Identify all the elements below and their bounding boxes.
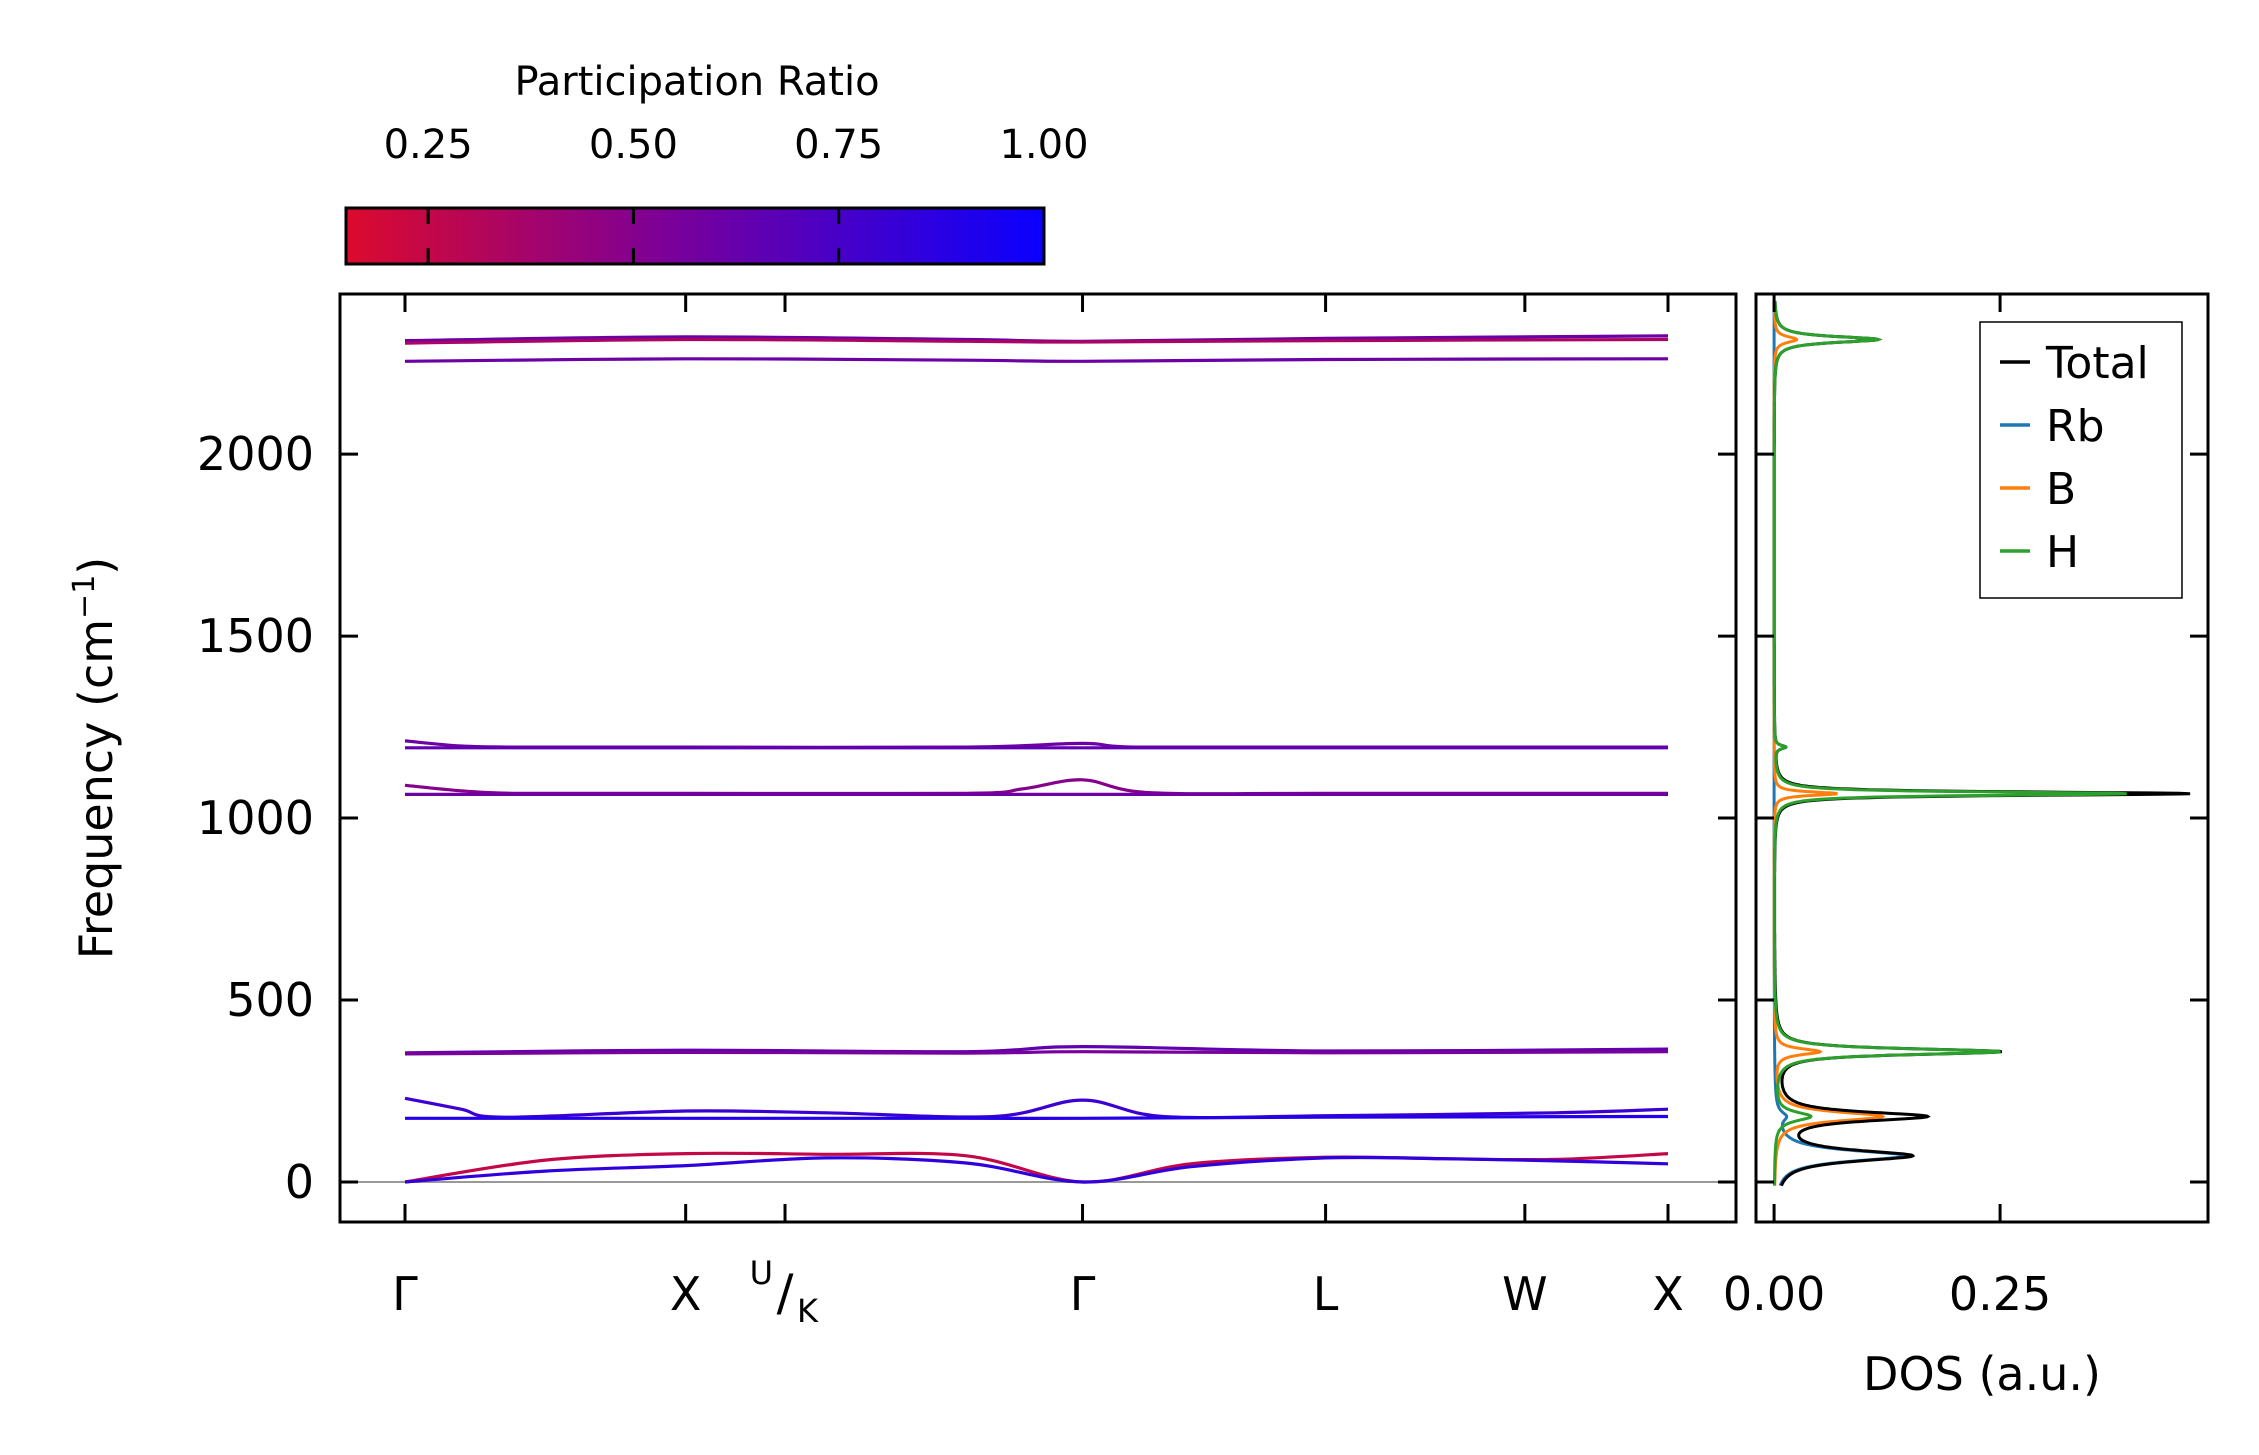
dos-legend: Total Rb BH xyxy=(1979,321,2183,599)
k-label-u: U xyxy=(750,1254,773,1292)
band-branch-3 xyxy=(404,1096,1669,1120)
legend-label-h: H xyxy=(2046,527,2079,578)
dos-curve-rb xyxy=(1772,301,1908,1187)
band-axes-frame xyxy=(338,292,1738,1224)
legend-label-total: Total xyxy=(2045,338,2149,389)
colorbar: Participation Ratio 0.25 0.50 0.75 1.00 xyxy=(344,59,1089,266)
band-branches xyxy=(404,334,1669,1184)
band-y-tick-label: 1000 xyxy=(197,791,314,845)
colorbar-tick-label: 0.50 xyxy=(589,122,678,168)
band-branch-5 xyxy=(404,1044,1669,1055)
dos-panel: 0.00 0.25 DOS (a.u.) Total Rb BH xyxy=(1723,292,2210,1401)
dos-x-axis-label: DOS (a.u.) xyxy=(1863,1347,2101,1401)
band-y-tick-label: 1500 xyxy=(197,609,314,663)
band-k-label: X xyxy=(670,1267,702,1321)
colorbar-ticks: 0.25 0.50 0.75 1.00 xyxy=(384,122,1089,264)
band-k-label: W xyxy=(1502,1267,1547,1321)
band-y-axis-label: Frequency (cm−1) xyxy=(67,557,123,960)
dos-axes-frame xyxy=(1754,292,2210,1224)
k-label-slash: / xyxy=(777,1264,794,1322)
band-branch-2 xyxy=(404,1155,1669,1184)
band-branch-7 xyxy=(404,778,1669,796)
colorbar-tick-label: 0.25 xyxy=(384,122,473,168)
band-k-label: L xyxy=(1313,1267,1339,1321)
dos-y-ticks xyxy=(1756,452,2208,1184)
band-branch-4 xyxy=(405,1114,1669,1120)
dos-curves xyxy=(1772,300,2191,1187)
legend-label-b: B xyxy=(2046,464,2076,515)
colorbar-gradient xyxy=(344,206,1046,266)
dos-curve-b xyxy=(1772,301,1886,1186)
band-y-ticks: 0 500 1000 1500 2000 xyxy=(197,427,1736,1209)
band-k-label: U / K xyxy=(750,1254,819,1330)
dos-x-tick-label: 0.25 xyxy=(1949,1267,2051,1321)
band-k-label: Γ xyxy=(392,1267,418,1321)
colorbar-title: Participation Ratio xyxy=(514,59,879,105)
band-k-label: X xyxy=(1652,1267,1684,1321)
colorbar-tick-label: 0.75 xyxy=(794,122,883,168)
band-y-tick-label: 500 xyxy=(226,973,314,1027)
colorbar-tick-label: 1.00 xyxy=(999,122,1088,168)
band-k-ticks: Γ X U / K Γ L W X xyxy=(392,294,1684,1330)
dos-x-tick-label: 0.00 xyxy=(1723,1267,1825,1321)
band-branch-13 xyxy=(404,357,1669,363)
k-label-k: K xyxy=(797,1292,819,1330)
dos-curve-h xyxy=(1772,301,2127,1186)
band-y-tick-label: 2000 xyxy=(197,427,314,481)
dos-x-ticks: 0.00 0.25 xyxy=(1723,294,2051,1321)
legend-label-rb: Rb xyxy=(2046,401,2105,452)
band-branch-12 xyxy=(404,337,1669,345)
band-panel: 0 500 1000 1500 2000 Γ X U / K Γ L W X Frequency (cm… xyxy=(67,292,1738,1330)
band-y-tick-label: 0 xyxy=(285,1155,314,1209)
band-branch-6 xyxy=(404,1050,1669,1056)
band-k-label: Γ xyxy=(1070,1267,1096,1321)
